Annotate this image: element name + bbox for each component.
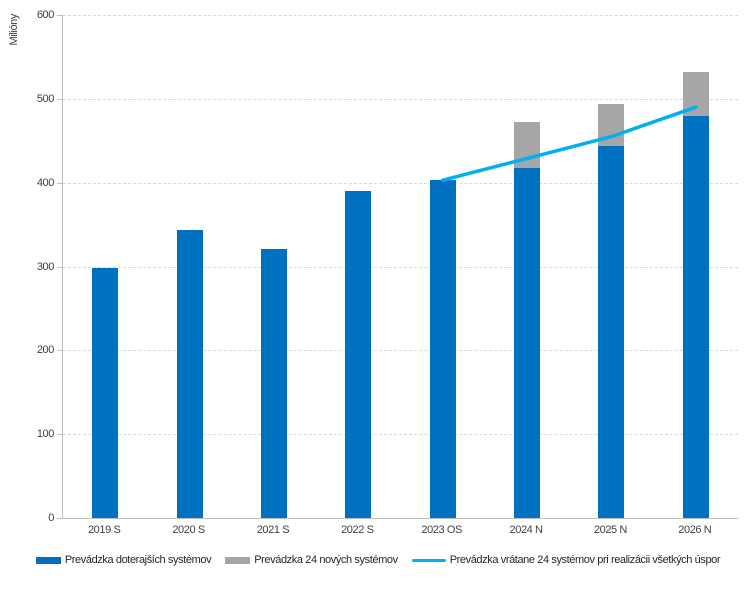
legend-item-savings-line: Prevádzka vrátane 24 systémov pri realiz… — [411, 554, 721, 566]
gridline-500 — [63, 98, 738, 100]
legend: Prevádzka doterajších systémov Prevádzka… — [0, 551, 756, 569]
x-axis-label-2020 S: 2020 S — [172, 524, 205, 536]
bar-existing-2020 S — [176, 229, 203, 518]
gridline-100 — [63, 434, 738, 436]
legend-swatch-cyan-line — [411, 558, 446, 562]
y-tick-label-600: 600 — [36, 9, 55, 21]
x-axis-label-2019 S: 2019 S — [87, 524, 121, 536]
y-tick-mark — [57, 518, 62, 519]
y-tick-mark — [57, 434, 62, 436]
legend-label-new-systems: Prevádzka 24 nových systémov — [254, 554, 398, 566]
legend-swatch-blue-bar — [35, 556, 61, 564]
y-axis-tick-labels: 0 100 200 300 400 500 600 — [0, 9, 55, 524]
legend-swatch-gray-bar — [225, 556, 251, 564]
x-axis-label-2021 S: 2021 S — [256, 524, 290, 536]
gridline-400 — [63, 182, 738, 184]
y-tick-mark — [57, 266, 62, 268]
gridline-200 — [63, 350, 738, 352]
bar-existing-2023 OS — [429, 180, 456, 518]
x-axis-label-2023 OS: 2023 OS — [421, 524, 462, 536]
x-axis-label-2024 N: 2024 N — [509, 524, 543, 536]
gridline-600 — [63, 15, 738, 16]
bar-existing-2024 N — [514, 168, 541, 518]
bar-existing-2022 S — [345, 191, 372, 518]
y-tick-mark — [57, 15, 62, 16]
y-tick-label-300: 300 — [36, 260, 55, 273]
legend-label-existing-systems: Prevádzka doterajších systémov — [64, 554, 212, 566]
y-tick-mark — [57, 98, 62, 100]
x-axis-label-2025 N: 2025 N — [593, 524, 627, 536]
y-tick-mark — [57, 182, 62, 184]
plot-area — [57, 15, 738, 519]
legend-item-existing-systems: Prevádzka doterajších systémov — [35, 554, 212, 566]
y-tick-label-0: 0 — [48, 512, 54, 524]
bar-existing-2026 N — [682, 115, 709, 518]
legend-label-savings-line: Prevádzka vrátane 24 systémov pri realiz… — [449, 554, 721, 566]
y-tick-mark — [57, 350, 62, 352]
x-axis-labels: 2019 S 2020 S 2021 S 2022 S 2023 OS 2024 N 202… — [62, 524, 737, 539]
legend-item-new-systems: Prevádzka 24 nových systémov — [225, 554, 398, 566]
bar-existing-2021 S — [260, 248, 287, 518]
y-tick-label-200: 200 — [36, 344, 55, 357]
y-tick-label-100: 100 — [36, 428, 55, 441]
x-axis-label-2022 S: 2022 S — [341, 524, 374, 536]
bar-existing-2025 N — [598, 145, 625, 518]
savings-line — [440, 105, 698, 182]
bar-existing-2019 S — [92, 268, 119, 518]
y-tick-label-500: 500 — [36, 92, 55, 105]
gridline-300 — [63, 266, 738, 268]
y-tick-label-400: 400 — [36, 176, 55, 189]
x-axis-label-2026 N: 2026 N — [678, 524, 712, 536]
line-series-savings — [440, 105, 698, 182]
